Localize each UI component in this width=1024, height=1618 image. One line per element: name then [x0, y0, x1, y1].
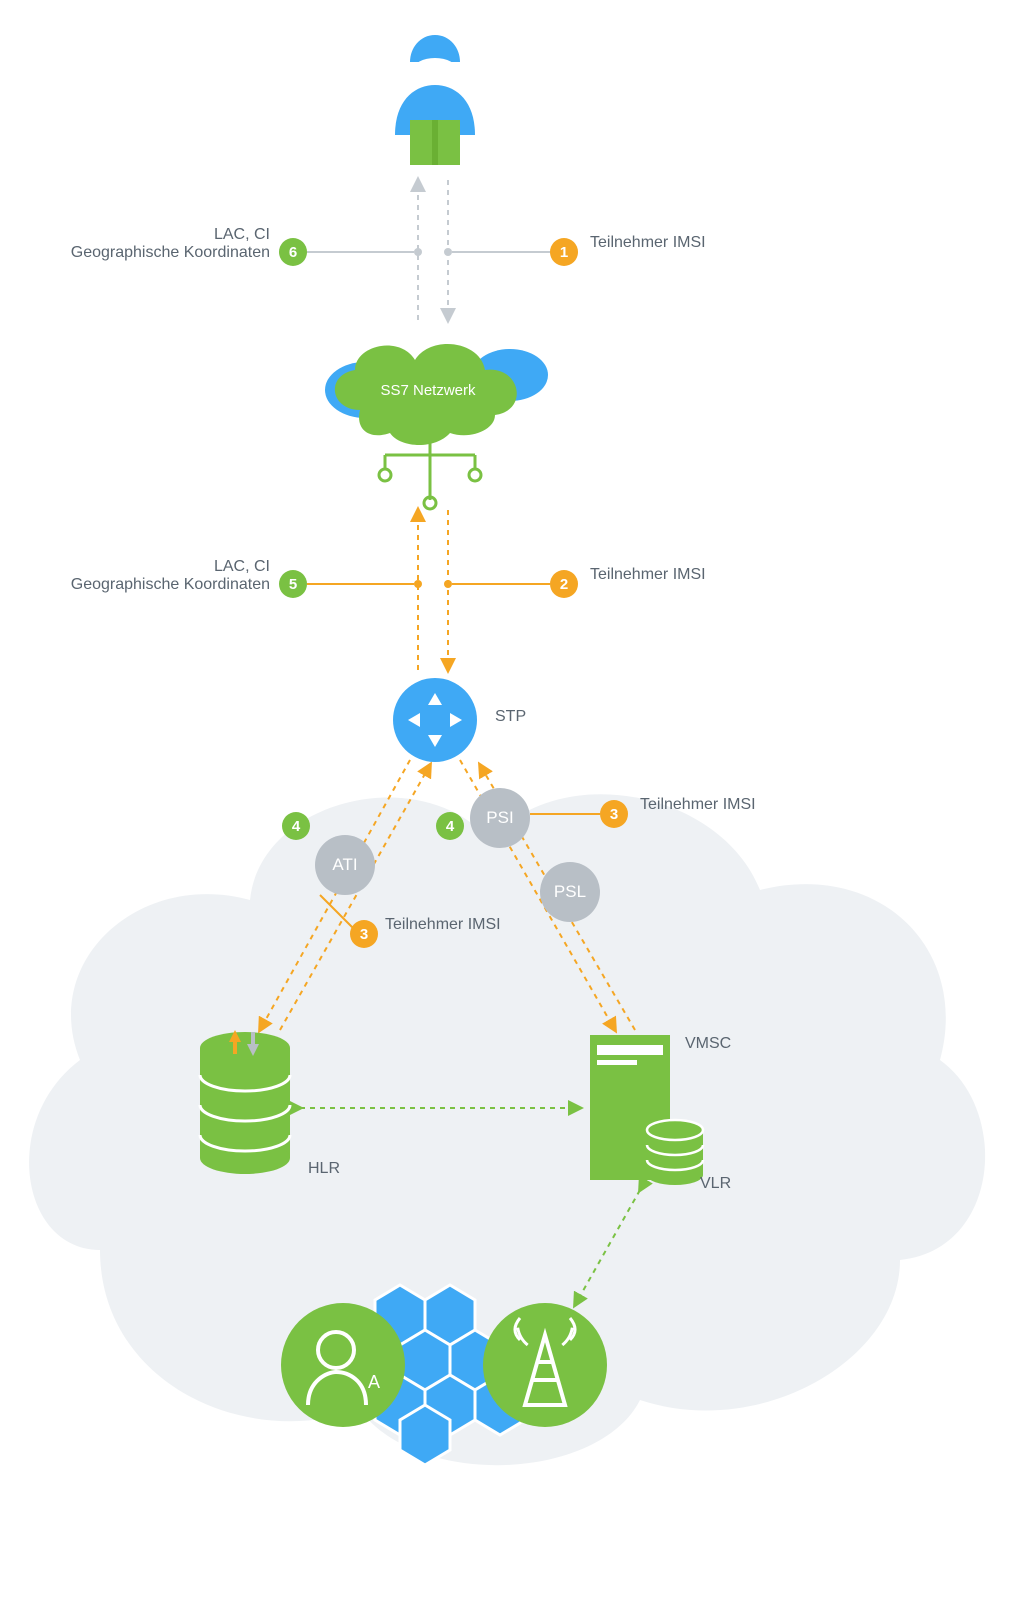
step-label-6: LAC, CIGeographische Koordinaten: [71, 226, 270, 262]
step-badge-3: 3: [600, 800, 628, 828]
stp-label: STP: [495, 708, 526, 726]
step-badge-4: 4: [436, 812, 464, 840]
hacker-icon: [370, 30, 500, 175]
vmsc-icon: [585, 1030, 715, 1205]
tower-icon: [480, 1300, 610, 1435]
stp-node: [390, 675, 480, 770]
step-badge-1: 1: [550, 238, 578, 266]
step-label-3: Teilnehmer IMSI: [640, 796, 756, 814]
ati-node: ATI: [315, 835, 375, 895]
step-badge-4: 4: [282, 812, 310, 840]
ss7-cloud-icon: SS7 Netzwerk: [310, 325, 560, 520]
step-label-3: Teilnehmer IMSI: [385, 916, 501, 934]
step-badge-6: 6: [279, 238, 307, 266]
diagram-canvas: SS7 Netzwerk STP ATI PSI PSL HLR: [0, 0, 1024, 1618]
step-badge-2: 2: [550, 570, 578, 598]
hlr-label: HLR: [308, 1160, 340, 1178]
svg-text:A: A: [368, 1372, 380, 1392]
step-label-5: LAC, CIGeographische Koordinaten: [71, 558, 270, 594]
vmsc-label: VMSC: [685, 1035, 731, 1053]
step-label-1: Teilnehmer IMSI: [590, 234, 706, 252]
subscriber-icon: A: [278, 1300, 408, 1435]
step-badge-3: 3: [350, 920, 378, 948]
psl-node: PSL: [540, 862, 600, 922]
step-badge-5: 5: [279, 570, 307, 598]
psi-node: PSI: [470, 788, 530, 848]
hlr-icon: [195, 1030, 305, 1185]
step-label-2: Teilnehmer IMSI: [590, 566, 706, 584]
vlr-label: VLR: [700, 1175, 731, 1193]
ss7-cloud-label: SS7 Netzwerk: [380, 382, 476, 399]
